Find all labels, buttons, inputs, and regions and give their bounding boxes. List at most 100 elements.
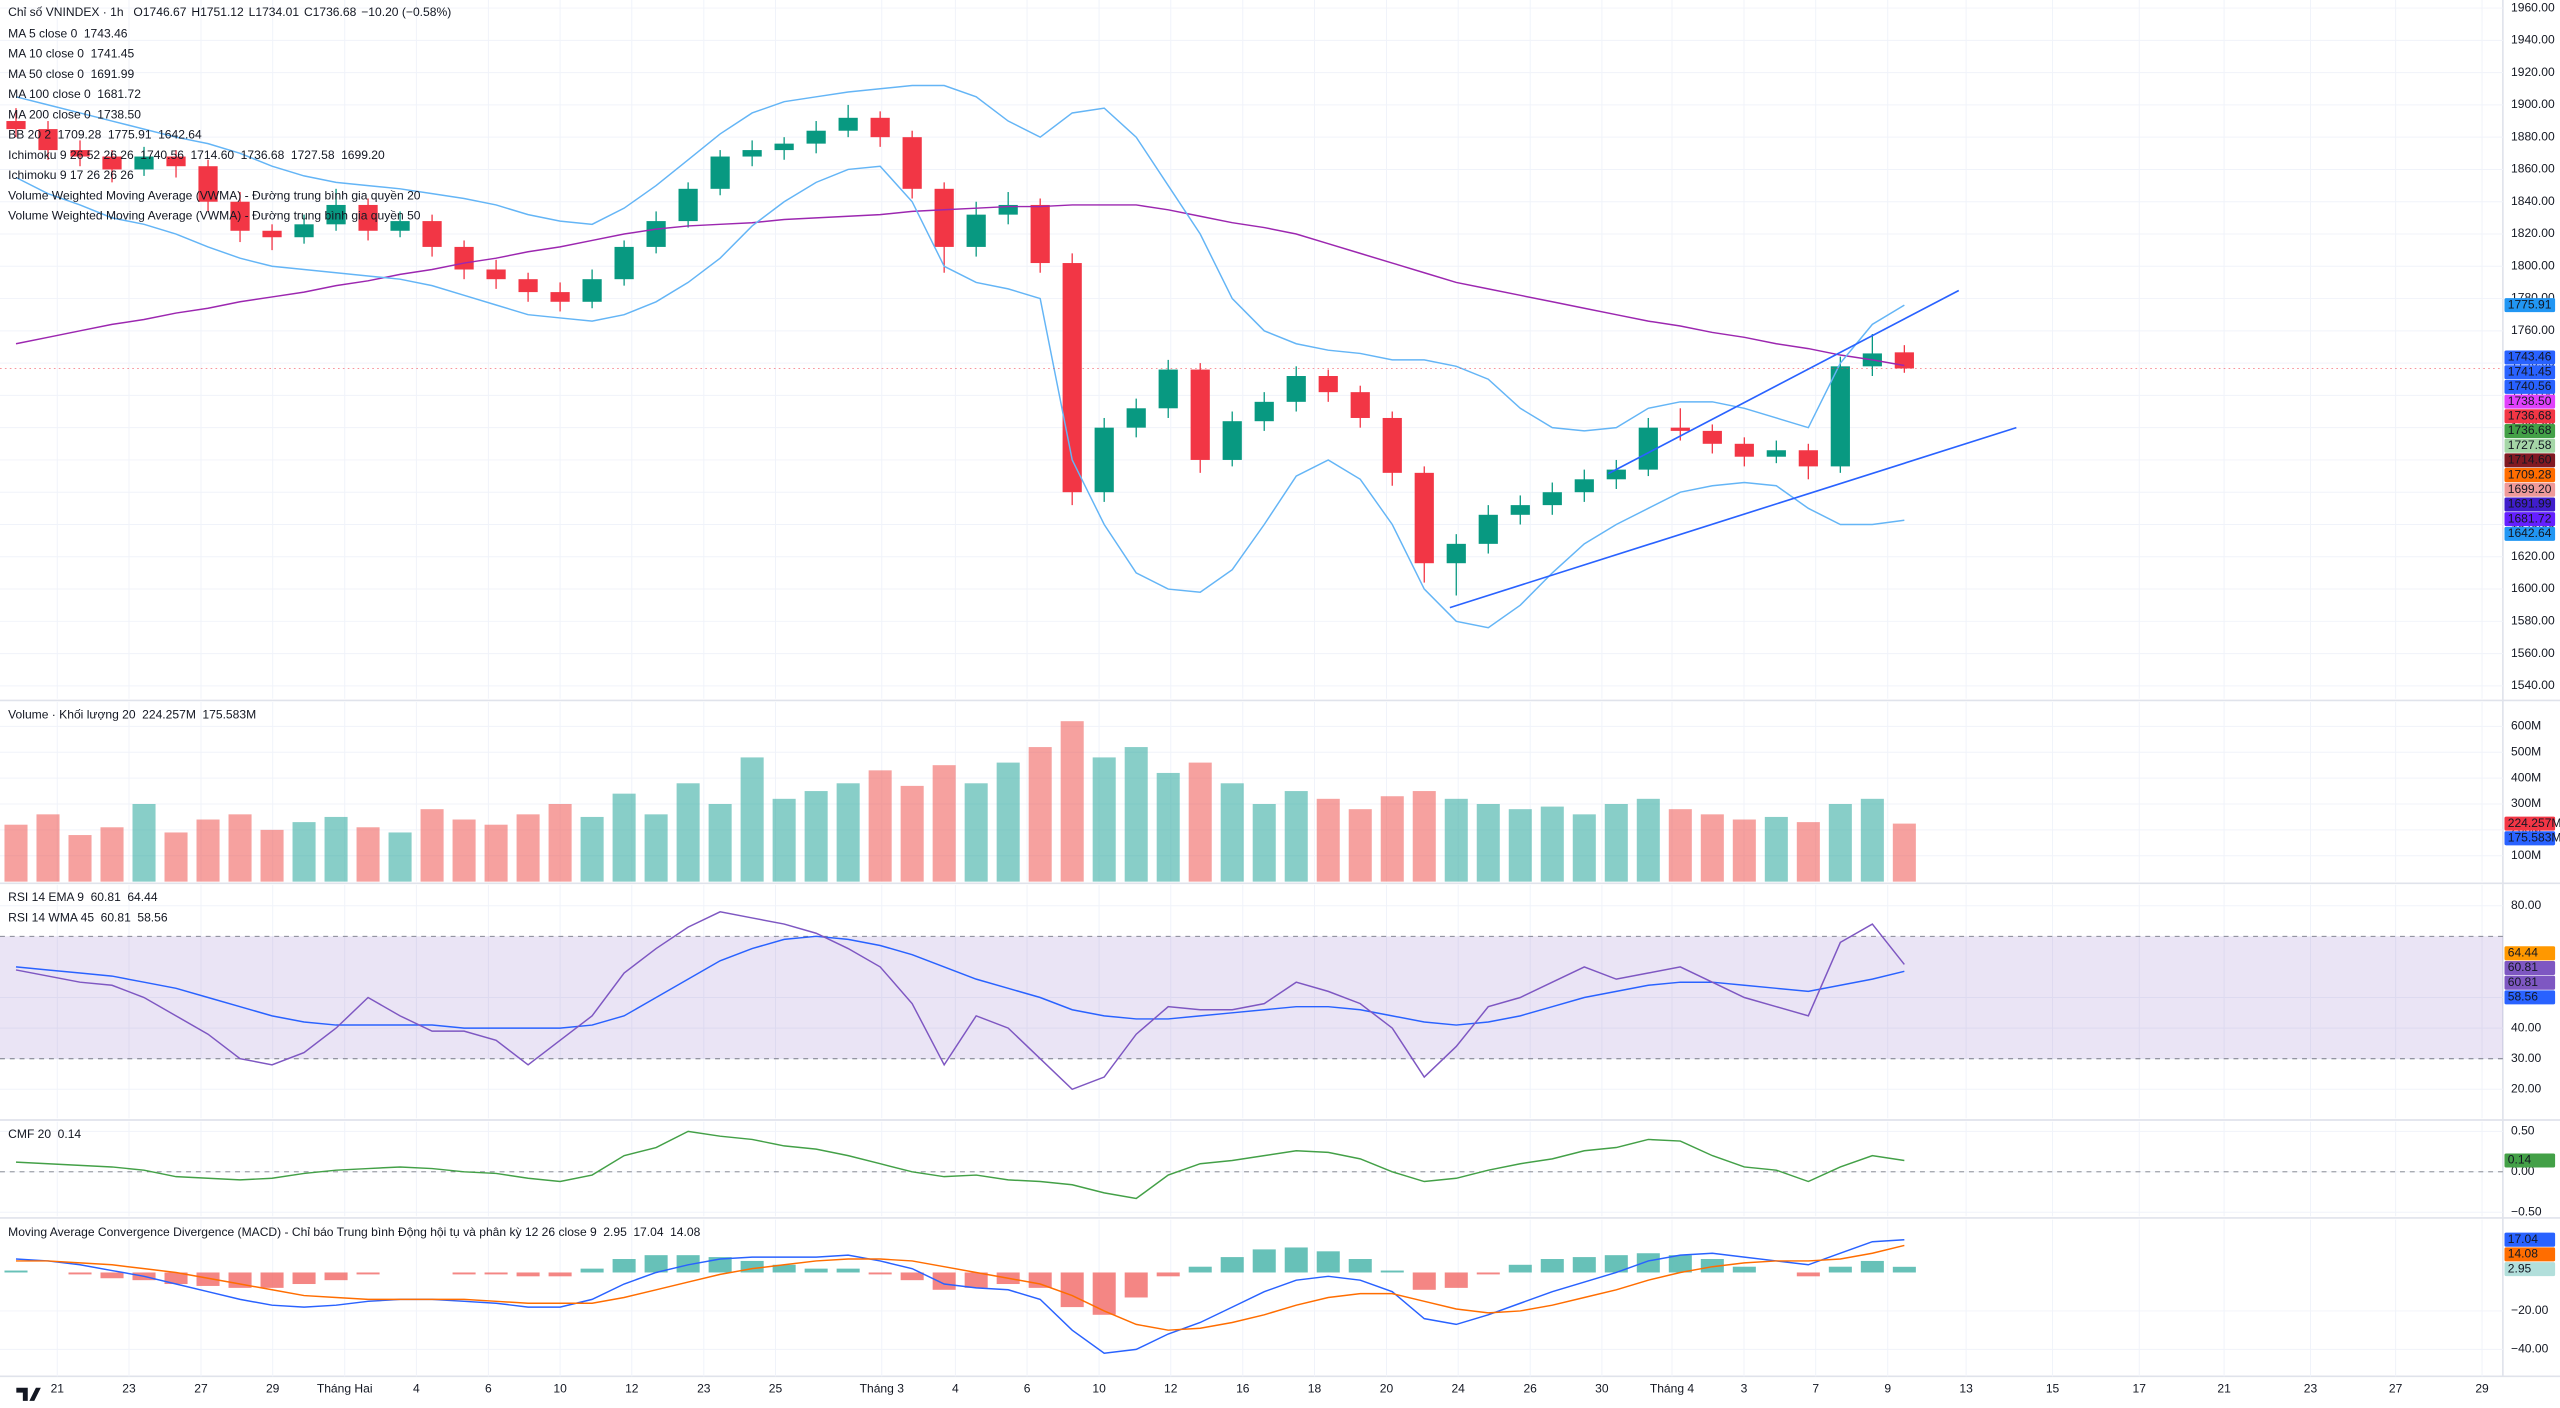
price-tag-label: 1727.58 [2508, 438, 2552, 452]
price-tag [2504, 960, 2556, 976]
candle-body [870, 117, 890, 138]
macd-histogram-bar [1892, 1266, 1916, 1273]
macd-histogram-bar [772, 1264, 796, 1273]
price-tag [2504, 438, 2556, 453]
y-tick-label: 300M [2511, 796, 2541, 810]
price-tag [2504, 394, 2556, 409]
volume-bar [1092, 757, 1116, 882]
price-tag-label: 0.14 [2508, 1153, 2532, 1167]
x-tick-label: 21 [2217, 1382, 2231, 1396]
candle-body [134, 156, 154, 170]
candle-body [1158, 369, 1178, 409]
candle-body [1670, 427, 1690, 431]
candle-body [774, 143, 794, 151]
price-tag [2504, 831, 2556, 846]
volume-bar [1348, 809, 1372, 882]
x-tick-label: 26 [1523, 1382, 1537, 1396]
legend-value: 1736.68 [241, 148, 285, 162]
legend-value: 1691.99 [91, 67, 135, 81]
price-tag-label: 60.81 [2508, 960, 2539, 974]
legend-label: Ichimoku 9 17 26 26 26 [8, 168, 134, 182]
price-tag [2504, 453, 2556, 468]
tradingview-logo[interactable] [16, 1387, 41, 1401]
y-tick-label: 1560.00 [2511, 646, 2555, 660]
macd-histogram-bar [1508, 1264, 1532, 1273]
candle-body [262, 230, 282, 238]
candle-body [742, 150, 762, 157]
price-tag-label: 1709.28 [2508, 467, 2552, 481]
quote-value: H1751.12 [191, 5, 244, 19]
macd-histogram-bar [1540, 1259, 1564, 1273]
volume-bar [1540, 806, 1564, 882]
price-tag [2504, 975, 2556, 990]
macd-histogram-bar [644, 1255, 668, 1273]
macd-histogram-bar [1252, 1249, 1276, 1273]
macd-histogram-bar [516, 1272, 540, 1277]
price-tag-label: 1736.68 [2508, 408, 2552, 422]
candle-body [678, 188, 698, 222]
macd-histogram-bar [100, 1272, 124, 1279]
price-tag [2504, 350, 2556, 365]
price-tag-label: 1642.64 [2508, 526, 2552, 540]
volume-bar [1188, 762, 1212, 882]
legend-label: MA 200 close 0 [8, 107, 91, 121]
macd-histogram-bar [1572, 1257, 1596, 1273]
price-tag-label: 58.56 [2508, 990, 2539, 1004]
trend-line[interactable] [1449, 426, 2017, 609]
legend-value: 224.257M [142, 707, 196, 721]
volume-bar [420, 809, 444, 882]
indicator-line [15, 165, 1905, 629]
legend-value: 1709.28 [58, 128, 102, 142]
x-tick-label: 6 [1024, 1382, 1031, 1396]
trend-line[interactable] [1607, 289, 1960, 475]
volume-bar [1156, 772, 1180, 882]
macd-histogram-bar [1860, 1260, 1884, 1273]
legend-label: MA 5 close 0 [8, 26, 77, 40]
macd-histogram-bar [1060, 1272, 1084, 1308]
candle-body [934, 188, 954, 247]
macd-histogram-bar [548, 1272, 572, 1277]
y-tick-label: 1860.00 [2511, 162, 2555, 176]
x-tick-label: 24 [1451, 1382, 1465, 1396]
candle-body [326, 204, 346, 225]
price-tag-label: 1699.20 [2508, 482, 2552, 496]
y-tick-label: 30.00 [2511, 1051, 2542, 1065]
candle-body [1222, 421, 1242, 460]
volume-bar [644, 814, 668, 882]
candle-body [646, 221, 666, 247]
macd-histogram-bar [1796, 1272, 1820, 1277]
chart-title: Chỉ số VNINDEX · 1h [8, 5, 123, 19]
volume-bar [1508, 809, 1532, 882]
y-tick-label: 20.00 [2511, 1081, 2542, 1095]
price-tag-label: 64.44 [2508, 946, 2539, 960]
price-tag [2504, 379, 2556, 394]
candle-body [1574, 479, 1594, 493]
macd-histogram-bar [1348, 1259, 1372, 1273]
candle-body [966, 214, 986, 247]
candle-body [1798, 450, 1818, 467]
x-tick-label: 4 [413, 1382, 420, 1396]
price-tag [2504, 365, 2556, 380]
candle-body [1350, 392, 1370, 418]
volume-bar [1892, 823, 1916, 882]
y-tick-label: 80.00 [2511, 898, 2542, 912]
price-tag [2504, 423, 2556, 439]
volume-bar [1860, 798, 1884, 882]
macd-histogram-bar [1700, 1259, 1724, 1273]
x-tick-label: 21 [51, 1382, 65, 1396]
legend-label: BB 20 2 [8, 128, 51, 142]
indicator-line [15, 911, 1905, 1091]
volume-bar [260, 829, 284, 882]
volume-bar [1412, 791, 1436, 882]
price-tag-label: 1743.46 [2508, 350, 2552, 364]
indicator-line [15, 1238, 1905, 1355]
legend-label: Volume Weighted Moving Average (VWMA) - … [8, 209, 421, 223]
candle-body [38, 129, 58, 151]
volume-bar [1124, 747, 1148, 882]
rsi-band [0, 936, 2503, 1059]
indicator-line [15, 204, 1905, 367]
y-tick-label: −0.50 [2511, 1204, 2542, 1218]
y-tick-label: 600M [2511, 719, 2541, 733]
price-tag [2504, 990, 2556, 1005]
quote-value: L1734.01 [249, 5, 300, 19]
